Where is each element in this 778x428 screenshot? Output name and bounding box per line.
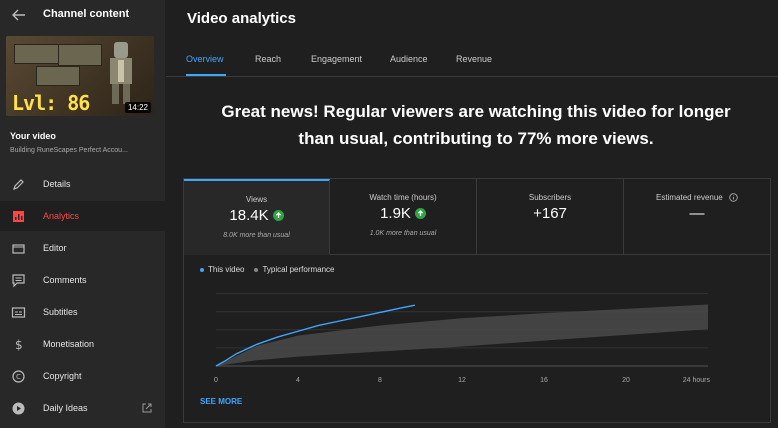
metric-value: 18.4K xyxy=(229,207,269,224)
tab-bar: Overview Reach Engagement Audience Reven… xyxy=(166,44,778,77)
thumbnail-stat-box xyxy=(58,44,102,66)
sidebar-item-label: Copyright xyxy=(43,371,82,381)
insight-headline: Great news! Regular viewers are watching… xyxy=(206,98,746,152)
sidebar-item-label: Details xyxy=(43,179,71,189)
svg-text:C: C xyxy=(16,373,21,381)
metric-label: Estimated revenue xyxy=(656,193,723,202)
headline-line: than usual, contributing to 77% more vie… xyxy=(298,129,654,148)
legend-dot xyxy=(254,267,259,272)
tab-engagement[interactable]: Engagement xyxy=(311,54,363,64)
video-thumbnail[interactable]: Lvl: 86 14:22 xyxy=(6,36,154,116)
sidebar-item-label: Daily Ideas xyxy=(43,403,88,413)
metrics-card: Views 18.4K 8.0K more than usual Watch t… xyxy=(183,178,771,423)
your-video-label: Your video xyxy=(10,131,56,141)
subtitles-icon xyxy=(11,306,26,318)
metric-label: Subscribers xyxy=(528,193,572,202)
x-tick-label: 0 xyxy=(214,377,218,384)
chart-legend: This video Typical performance xyxy=(200,265,335,274)
thumbnail-level-text: Lvl: 86 xyxy=(12,91,90,115)
copyright-icon: C xyxy=(12,369,25,383)
metric-value: +167 xyxy=(533,205,567,222)
typical-performance-band xyxy=(216,304,708,366)
thumbnail-stat-box xyxy=(14,44,62,64)
tab-reach[interactable]: Reach xyxy=(255,54,282,64)
metric-views[interactable]: Views 18.4K 8.0K more than usual xyxy=(184,179,330,255)
sidebar-item-label: Subtitles xyxy=(43,307,78,317)
metric-value: — xyxy=(689,205,705,222)
x-tick-label: 12 xyxy=(458,377,466,384)
page-title: Video analytics xyxy=(187,10,296,27)
back-arrow-icon[interactable] xyxy=(10,6,28,24)
x-tick-label: 8 xyxy=(378,377,382,384)
x-tick-label: 16 xyxy=(540,377,548,384)
metric-subscribers[interactable]: Subscribers +167 xyxy=(477,179,624,255)
metric-tabs: Views 18.4K 8.0K more than usual Watch t… xyxy=(184,179,770,255)
tab-revenue[interactable]: Revenue xyxy=(456,54,493,64)
sidebar-item-copyright[interactable]: C Copyright xyxy=(0,361,165,391)
x-tick-label: 4 xyxy=(296,377,300,384)
sidebar-item-label: Analytics xyxy=(43,211,80,221)
headline-line: Great news! Regular viewers are watching… xyxy=(221,102,731,121)
legend-item-this-video: This video xyxy=(200,265,244,274)
analytics-icon xyxy=(13,210,24,222)
video-title: Building RuneScapes Perfect Accou... xyxy=(10,147,128,154)
metric-watch-time[interactable]: Watch time (hours) 1.9K 1.0K more than u… xyxy=(330,179,477,255)
info-icon[interactable] xyxy=(729,193,738,203)
views-chart: 0 4 8 12 16 20 24 hours xyxy=(214,293,711,384)
external-link-icon xyxy=(142,403,152,413)
legend-label: Typical performance xyxy=(262,265,335,274)
sidebar-item-analytics[interactable]: Analytics xyxy=(0,201,165,231)
metric-value-row: +167 xyxy=(477,205,623,222)
legend-dot xyxy=(200,267,204,272)
dollar-icon: $ xyxy=(15,338,23,352)
legend-label: This video xyxy=(208,265,245,274)
metric-value-row: — xyxy=(624,205,770,222)
sidebar-item-label: Monetisation xyxy=(43,339,95,349)
tab-audience[interactable]: Audience xyxy=(390,54,428,64)
sidebar-item-editor[interactable]: Editor xyxy=(0,233,165,263)
ideas-icon xyxy=(12,402,25,414)
metric-value: 1.9K xyxy=(380,205,411,222)
main-content: Video analytics Overview Reach Engagemen… xyxy=(166,0,778,428)
sidebar-title: Channel content xyxy=(43,8,130,20)
see-more-link[interactable]: SEE MORE xyxy=(200,397,243,406)
metric-label: Watch time (hours) xyxy=(369,193,437,202)
metric-subtext: 8.0K more than usual xyxy=(223,232,290,239)
sidebar-item-details[interactable]: Details xyxy=(0,169,165,199)
sidebar-header: Channel content xyxy=(0,0,165,30)
svg-text:$: $ xyxy=(15,338,23,352)
metric-value-row: 18.4K xyxy=(184,207,329,224)
x-tick-label: 24 hours xyxy=(683,377,711,384)
metric-estimated-revenue[interactable]: Estimated revenue — xyxy=(624,179,770,255)
video-duration: 14:22 xyxy=(124,102,151,113)
trend-up-icon xyxy=(414,208,426,219)
thumbnail-stat-box xyxy=(36,66,80,86)
x-tick-label: 20 xyxy=(622,377,630,384)
this-video-line xyxy=(215,304,415,367)
sidebar: Channel content Lvl: 86 14:22 Your video… xyxy=(0,0,165,428)
trend-up-icon xyxy=(272,210,284,221)
metric-subtext: 1.0K more than usual xyxy=(369,230,437,237)
active-tab-indicator xyxy=(186,74,226,76)
sidebar-item-daily-ideas[interactable]: Daily Ideas xyxy=(0,393,165,423)
metric-label: Views xyxy=(245,195,268,204)
metric-value-row: 1.9K xyxy=(330,205,476,222)
sidebar-item-monetisation[interactable]: $ Monetisation xyxy=(0,329,165,359)
pencil-icon xyxy=(13,178,24,190)
knight-figure xyxy=(110,42,132,104)
legend-item-typical: Typical performance xyxy=(254,265,335,274)
tab-overview[interactable]: Overview xyxy=(186,54,224,64)
sidebar-item-label: Editor xyxy=(43,243,67,253)
clapperboard-icon xyxy=(12,243,25,254)
sidebar-item-label: Comments xyxy=(43,275,87,285)
metric-label-row: Estimated revenue xyxy=(624,193,770,203)
sidebar-item-subtitles[interactable]: Subtitles xyxy=(0,297,165,327)
comments-icon xyxy=(12,273,25,287)
sidebar-item-comments[interactable]: Comments xyxy=(0,265,165,295)
